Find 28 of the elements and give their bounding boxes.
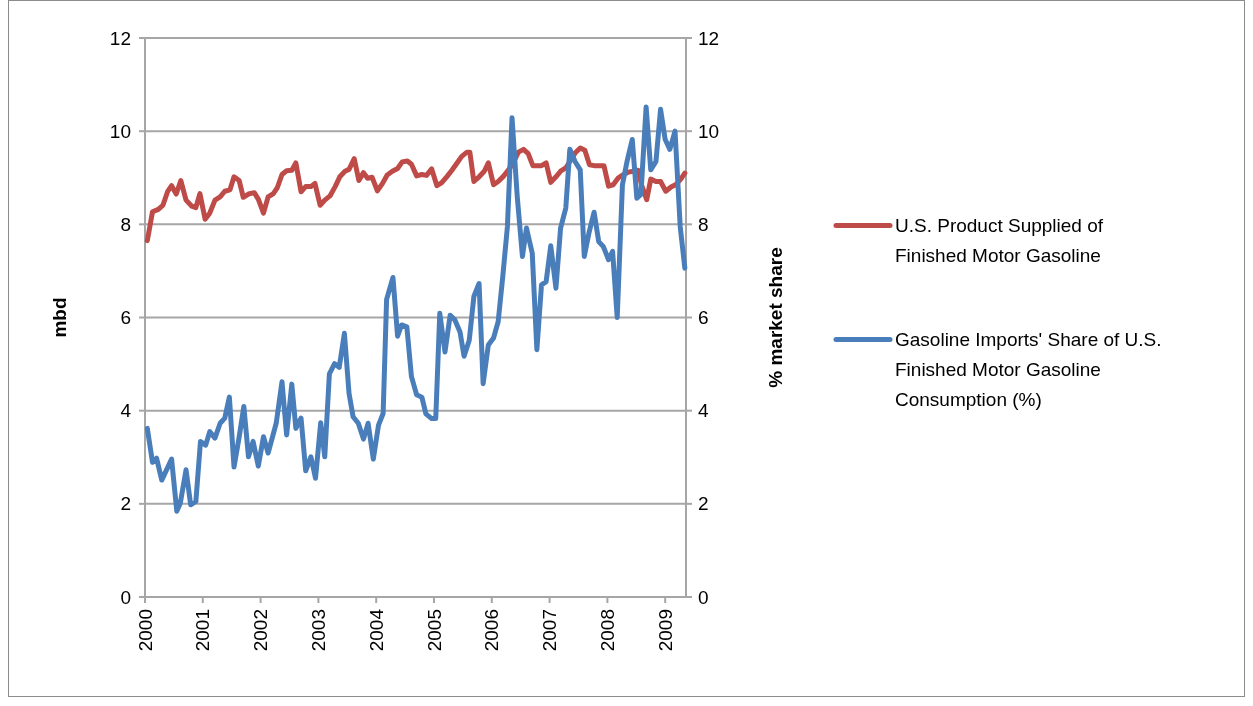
x-tick-label: 2006 — [481, 609, 503, 652]
legend-label: Gasoline Imports' Share of U.S. Finished Motor Gasoline Consumption (%) — [895, 329, 1162, 411]
x-tick-label: 2007 — [539, 609, 561, 652]
y-tick-label: 10 — [109, 120, 131, 142]
x-tick-label: 2000 — [134, 609, 156, 652]
y-axis-title: mbd — [49, 297, 70, 338]
y2-tick-label: 4 — [698, 400, 709, 422]
y2-tick-label: 8 — [698, 213, 709, 235]
x-tick-label: 2001 — [192, 609, 214, 652]
y-tick-label: 4 — [120, 400, 132, 422]
y-tick-label: 2 — [120, 493, 131, 515]
x-tick-label: 2003 — [308, 609, 330, 652]
x-tick-label: 2008 — [597, 609, 619, 652]
x-tick-label: 2004 — [365, 608, 387, 652]
y-tick-label: 0 — [120, 586, 131, 608]
y2-tick-label: 10 — [698, 120, 720, 142]
y2-tick-label: 0 — [698, 586, 709, 608]
x-tick-label: 2009 — [654, 609, 676, 652]
y-tick-label: 6 — [120, 307, 131, 329]
y2-tick-label: 6 — [698, 307, 709, 329]
y-tick-label: 12 — [109, 27, 131, 49]
y2-tick-label: 12 — [698, 27, 720, 49]
x-tick-label: 2002 — [250, 609, 272, 652]
y2-axis-title: % market share — [765, 247, 786, 388]
y2-tick-label: 2 — [698, 493, 709, 515]
x-tick-label: 2005 — [423, 609, 445, 652]
y-tick-label: 8 — [120, 213, 131, 235]
legend-label: U.S. Product Supplied of Finished Motor Gasoline — [895, 215, 1104, 267]
